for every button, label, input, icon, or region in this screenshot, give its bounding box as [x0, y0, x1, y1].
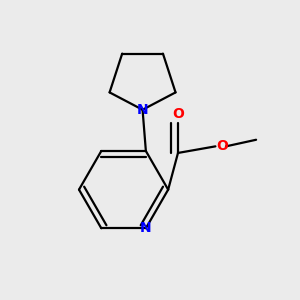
Text: O: O: [217, 140, 229, 153]
Text: N: N: [140, 221, 152, 235]
Text: O: O: [172, 107, 184, 121]
Text: N: N: [137, 103, 148, 117]
